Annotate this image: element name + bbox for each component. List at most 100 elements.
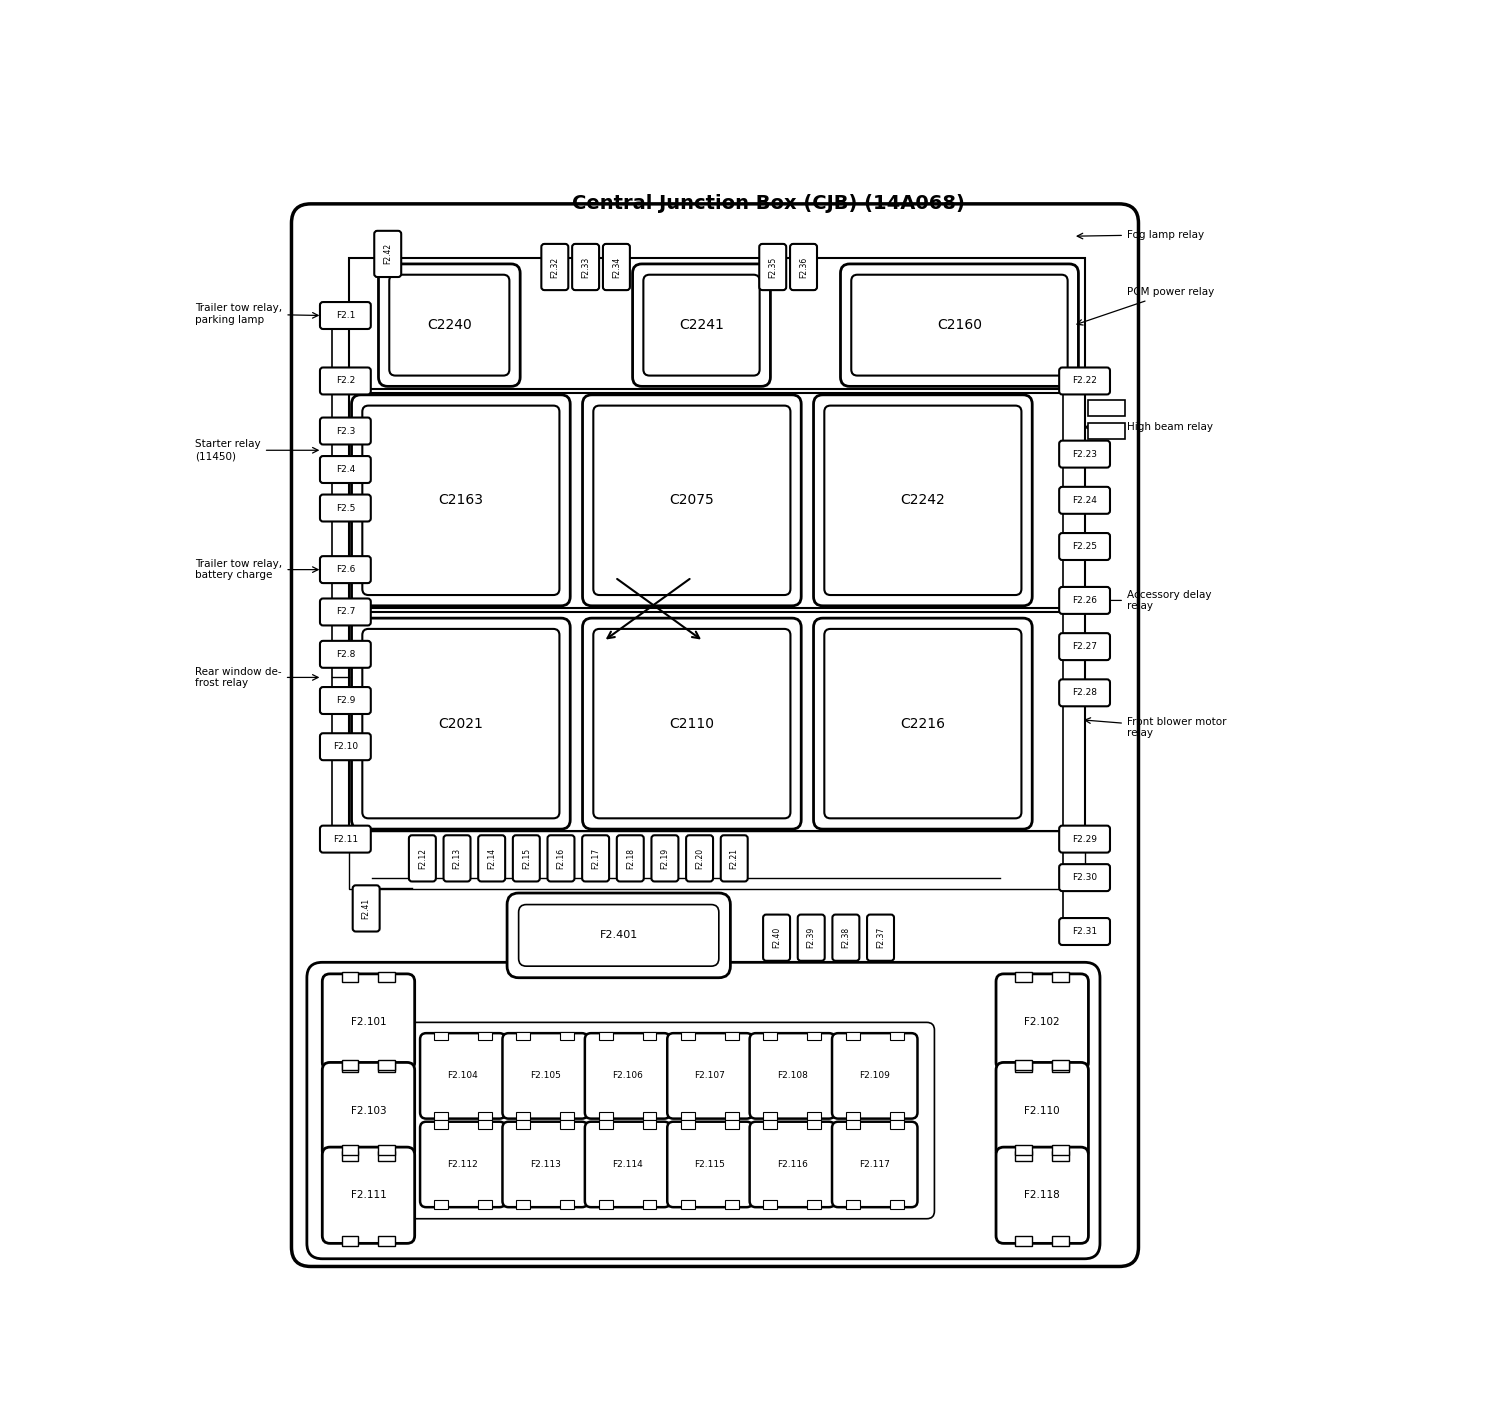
FancyBboxPatch shape bbox=[585, 1121, 671, 1207]
FancyBboxPatch shape bbox=[832, 1121, 917, 1207]
Text: Fog lamp relay: Fog lamp relay bbox=[1078, 229, 1204, 239]
Text: F2.2: F2.2 bbox=[336, 377, 356, 386]
Text: F2.29: F2.29 bbox=[1072, 835, 1097, 844]
FancyBboxPatch shape bbox=[603, 243, 630, 290]
Bar bbox=[1015, 1151, 1033, 1161]
FancyBboxPatch shape bbox=[814, 618, 1033, 830]
Bar bbox=[1015, 1235, 1033, 1245]
Bar bbox=[1088, 400, 1126, 416]
Text: F2.40: F2.40 bbox=[772, 926, 781, 948]
Text: F2.33: F2.33 bbox=[581, 256, 590, 277]
FancyBboxPatch shape bbox=[1060, 918, 1109, 945]
Text: F2.106: F2.106 bbox=[612, 1072, 642, 1080]
Bar bbox=[342, 1060, 359, 1070]
Text: Trailer tow relay,
parking lamp: Trailer tow relay, parking lamp bbox=[195, 303, 318, 324]
FancyBboxPatch shape bbox=[378, 263, 521, 387]
Text: C2241: C2241 bbox=[678, 319, 723, 332]
FancyBboxPatch shape bbox=[1060, 441, 1109, 468]
Bar bbox=[434, 1120, 447, 1128]
FancyBboxPatch shape bbox=[1060, 586, 1109, 613]
FancyBboxPatch shape bbox=[763, 915, 790, 961]
FancyBboxPatch shape bbox=[749, 1121, 835, 1207]
FancyBboxPatch shape bbox=[507, 894, 731, 978]
FancyBboxPatch shape bbox=[548, 835, 575, 881]
Bar bbox=[599, 1032, 612, 1040]
Bar bbox=[642, 1120, 656, 1128]
Text: C2110: C2110 bbox=[669, 717, 714, 730]
Bar bbox=[378, 1151, 395, 1161]
Text: F2.36: F2.36 bbox=[799, 256, 808, 277]
FancyBboxPatch shape bbox=[362, 629, 560, 818]
FancyBboxPatch shape bbox=[351, 618, 570, 830]
Text: F2.118: F2.118 bbox=[1024, 1190, 1060, 1200]
Bar bbox=[808, 1200, 821, 1208]
FancyBboxPatch shape bbox=[374, 231, 401, 277]
Text: F2.20: F2.20 bbox=[695, 848, 704, 869]
Text: F2.104: F2.104 bbox=[447, 1072, 479, 1080]
Bar bbox=[642, 1032, 656, 1040]
Text: F2.10: F2.10 bbox=[333, 743, 357, 751]
Text: F2.102: F2.102 bbox=[1024, 1017, 1060, 1027]
FancyBboxPatch shape bbox=[851, 275, 1067, 376]
Text: F2.5: F2.5 bbox=[336, 504, 356, 512]
Bar bbox=[342, 1063, 359, 1073]
Bar bbox=[847, 1032, 860, 1040]
FancyBboxPatch shape bbox=[503, 1121, 588, 1207]
Bar bbox=[1088, 423, 1126, 438]
Bar bbox=[378, 972, 395, 982]
FancyBboxPatch shape bbox=[749, 1033, 835, 1118]
Bar bbox=[599, 1120, 612, 1128]
Bar bbox=[764, 1032, 778, 1040]
FancyBboxPatch shape bbox=[720, 835, 747, 881]
Bar bbox=[350, 612, 1085, 831]
FancyBboxPatch shape bbox=[686, 835, 713, 881]
FancyBboxPatch shape bbox=[997, 1147, 1088, 1244]
FancyBboxPatch shape bbox=[323, 973, 414, 1070]
Text: Front blower motor
relay: Front blower motor relay bbox=[1085, 717, 1226, 739]
FancyBboxPatch shape bbox=[833, 915, 860, 961]
FancyBboxPatch shape bbox=[323, 1063, 414, 1158]
FancyBboxPatch shape bbox=[320, 455, 371, 482]
FancyBboxPatch shape bbox=[644, 275, 760, 376]
FancyBboxPatch shape bbox=[582, 394, 802, 606]
Text: F2.12: F2.12 bbox=[417, 848, 426, 869]
FancyBboxPatch shape bbox=[997, 1063, 1088, 1158]
Bar bbox=[681, 1032, 695, 1040]
Bar bbox=[434, 1032, 447, 1040]
Text: F2.1: F2.1 bbox=[336, 312, 356, 320]
Text: F2.8: F2.8 bbox=[336, 650, 356, 659]
Text: F2.7: F2.7 bbox=[336, 608, 356, 616]
Bar bbox=[890, 1200, 904, 1208]
Bar bbox=[477, 1032, 492, 1040]
FancyBboxPatch shape bbox=[320, 687, 371, 714]
Text: F2.32: F2.32 bbox=[551, 256, 560, 277]
Bar bbox=[808, 1032, 821, 1040]
Bar bbox=[378, 1060, 395, 1070]
Text: F2.35: F2.35 bbox=[769, 256, 778, 277]
Bar bbox=[1015, 1146, 1033, 1155]
FancyBboxPatch shape bbox=[824, 629, 1022, 818]
Text: F2.401: F2.401 bbox=[599, 931, 638, 941]
Text: F2.4: F2.4 bbox=[336, 465, 356, 474]
Bar bbox=[642, 1111, 656, 1120]
Text: F2.110: F2.110 bbox=[1024, 1106, 1060, 1116]
FancyBboxPatch shape bbox=[582, 835, 609, 881]
Text: F2.13: F2.13 bbox=[452, 848, 461, 869]
FancyBboxPatch shape bbox=[1060, 534, 1109, 561]
FancyBboxPatch shape bbox=[513, 835, 540, 881]
FancyBboxPatch shape bbox=[479, 835, 506, 881]
FancyBboxPatch shape bbox=[362, 406, 560, 595]
Text: F2.105: F2.105 bbox=[530, 1072, 561, 1080]
FancyBboxPatch shape bbox=[1060, 679, 1109, 706]
FancyBboxPatch shape bbox=[1060, 633, 1109, 660]
Bar bbox=[1052, 972, 1069, 982]
FancyBboxPatch shape bbox=[824, 406, 1022, 595]
Text: F2.37: F2.37 bbox=[877, 926, 886, 948]
FancyBboxPatch shape bbox=[593, 629, 791, 818]
Text: F2.103: F2.103 bbox=[351, 1106, 386, 1116]
Bar bbox=[1015, 972, 1033, 982]
FancyBboxPatch shape bbox=[408, 835, 435, 881]
FancyBboxPatch shape bbox=[320, 825, 371, 852]
Text: F2.115: F2.115 bbox=[695, 1160, 725, 1168]
Bar bbox=[847, 1200, 860, 1208]
